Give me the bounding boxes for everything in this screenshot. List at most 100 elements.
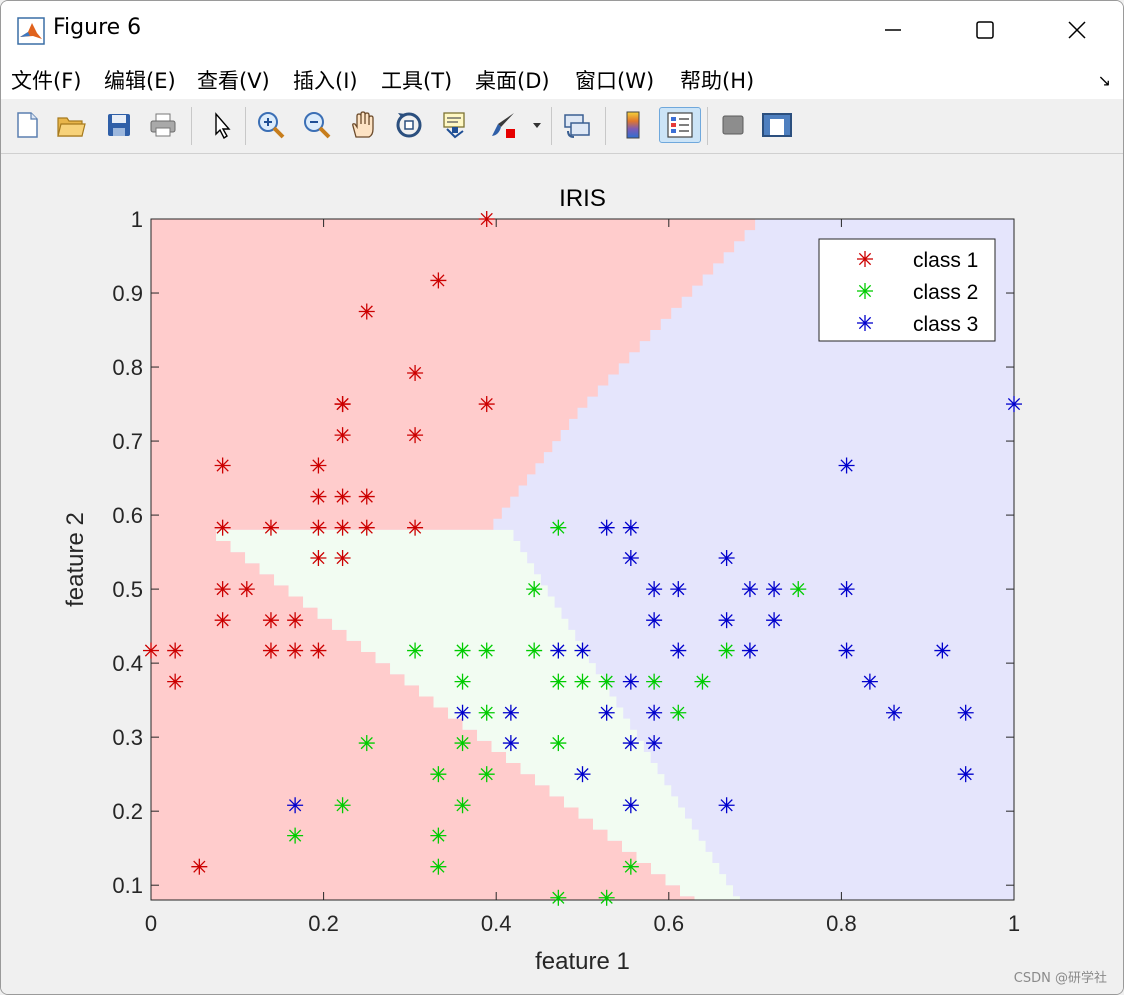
dock-arrow-icon[interactable]: ↘ — [1097, 71, 1111, 90]
open-file-icon — [57, 117, 86, 137]
data-point — [622, 673, 639, 690]
maximize-icon — [976, 21, 994, 39]
show-plot-tools-icon — [762, 113, 792, 137]
data-point — [262, 642, 279, 659]
menu-view[interactable]: 查看(V) — [197, 69, 270, 93]
legend-marker — [857, 315, 873, 331]
zoom-out-icon — [304, 112, 331, 139]
data-point — [454, 704, 471, 721]
data-point — [454, 735, 471, 752]
brush-dropdown-button[interactable] — [529, 107, 545, 143]
data-point — [407, 519, 424, 536]
data-point — [358, 519, 375, 536]
edit-plot-button[interactable] — [203, 107, 239, 143]
zoom-out-button[interactable] — [299, 107, 335, 143]
link-plot-icon — [564, 114, 590, 138]
maximize-button[interactable] — [939, 1, 1031, 59]
brush-button[interactable] — [485, 107, 521, 143]
show-plot-tools-button[interactable] — [759, 107, 795, 143]
pan-button[interactable] — [345, 107, 381, 143]
data-point — [407, 642, 424, 659]
menu-desktop[interactable]: 桌面(D) — [475, 69, 550, 93]
data-point — [287, 642, 304, 659]
y-axis-label: feature 2 — [62, 512, 89, 607]
legend-marker — [857, 251, 873, 267]
data-point — [478, 704, 495, 721]
x-tick-label: 0.2 — [308, 911, 339, 936]
open-file-button[interactable] — [53, 107, 89, 143]
data-point — [574, 642, 591, 659]
data-point — [334, 519, 351, 536]
y-tick-label: 0.9 — [112, 281, 143, 306]
data-point — [478, 766, 495, 783]
data-cursor-button[interactable] — [437, 107, 473, 143]
data-point — [622, 550, 639, 567]
data-point — [238, 581, 255, 598]
legend-icon — [667, 112, 693, 138]
colorbar-button[interactable] — [615, 107, 651, 143]
menu-insert[interactable]: 插入(I) — [293, 69, 358, 93]
data-point — [334, 427, 351, 444]
data-point — [214, 581, 231, 598]
data-point — [167, 642, 184, 659]
menu-help[interactable]: 帮助(H) — [680, 69, 755, 93]
print-button[interactable] — [145, 107, 181, 143]
data-point — [718, 642, 735, 659]
new-figure-button[interactable] — [9, 107, 45, 143]
save-button[interactable] — [101, 107, 137, 143]
hide-plot-tools-icon — [722, 115, 744, 135]
close-button[interactable] — [1031, 1, 1123, 59]
toolbar-separator — [191, 107, 192, 145]
y-tick-label: 0.4 — [112, 651, 143, 676]
data-point — [310, 642, 327, 659]
pan-hand-icon — [352, 111, 374, 138]
data-point — [262, 519, 279, 536]
data-point — [741, 642, 758, 659]
data-point — [694, 673, 711, 690]
axes-box — [150, 218, 1015, 901]
data-point — [358, 303, 375, 320]
data-point — [766, 581, 783, 598]
menu-window[interactable]: 窗口(W) — [575, 69, 655, 93]
data-point — [550, 673, 567, 690]
data-point — [550, 735, 567, 752]
series-class-2 — [287, 519, 807, 906]
minimize-button[interactable] — [847, 1, 939, 59]
data-point — [718, 612, 735, 629]
data-point — [287, 612, 304, 629]
data-point — [622, 858, 639, 875]
y-tick-label: 0.8 — [112, 355, 143, 380]
data-point — [287, 827, 304, 844]
data-point — [766, 612, 783, 629]
data-point — [646, 581, 663, 598]
window-title: Figure 6 — [53, 15, 142, 40]
iris-chart: 0 0.2 0.4 0.6 0.8 1 0.1 0.2 0.3 0.4 0.5 0.6 0.7 0.8 0.… — [62, 185, 1022, 975]
data-point — [191, 858, 208, 875]
figure-canvas: 0 0.2 0.4 0.6 0.8 1 0.1 0.2 0.3 0.4 0.5 0.6 0.7 0.8 0.… — [1, 154, 1123, 994]
rotate-3d-button[interactable] — [391, 107, 427, 143]
data-point — [430, 858, 447, 875]
minimize-icon — [885, 29, 901, 31]
hide-plot-tools-button[interactable] — [715, 107, 751, 143]
edit-plot-arrow-icon — [215, 112, 231, 140]
data-point — [646, 612, 663, 629]
legend: class 1 class 2 class 3 — [818, 238, 996, 342]
data-point — [334, 550, 351, 567]
x-axis-label: feature 1 — [535, 948, 630, 975]
data-point — [358, 488, 375, 505]
data-point — [454, 673, 471, 690]
data-point — [718, 550, 735, 567]
link-plot-button[interactable] — [559, 107, 595, 143]
data-point — [214, 612, 231, 629]
menu-edit[interactable]: 编辑(E) — [104, 69, 176, 93]
x-tick-label: 0.6 — [654, 911, 685, 936]
data-point — [334, 797, 351, 814]
zoom-in-button[interactable] — [253, 107, 289, 143]
menu-tools[interactable]: 工具(T) — [381, 69, 453, 93]
title-bar: Figure 6 — [1, 1, 1123, 59]
data-point — [741, 581, 758, 598]
legend-button[interactable] — [659, 107, 701, 143]
data-point — [454, 797, 471, 814]
menu-file[interactable]: 文件(F) — [11, 69, 82, 93]
